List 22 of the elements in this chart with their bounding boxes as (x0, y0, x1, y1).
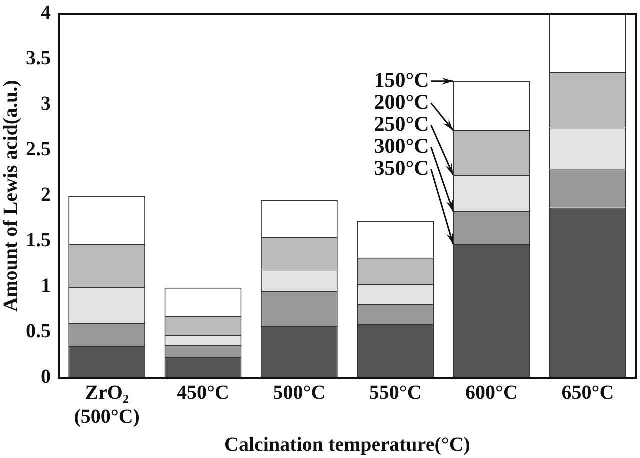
y-tick-label: 3.5 (26, 48, 51, 70)
y-tick-label: 1.5 (26, 230, 51, 252)
x-tick-label: 500°C (273, 382, 326, 404)
x-tick-label: 650°C (562, 382, 614, 404)
y-axis-title: Amount of Lewis acid(a.u.) (0, 80, 22, 312)
series-label: 150°C (374, 68, 430, 92)
x-tick-label: ZrO₂ (500°C) (74, 382, 140, 428)
x-axis-title: Calcination temperature(°C) (224, 434, 470, 456)
text: 350°C (374, 156, 430, 180)
x-tick-label: 550°C (369, 382, 422, 404)
y-tick-label: 0.5 (26, 320, 51, 343)
x-tick-label: 600°C (466, 382, 518, 404)
text: 250°C (374, 112, 430, 136)
x-tick-label: 450°C (177, 382, 230, 404)
y-tick-label: 2.5 (26, 138, 51, 161)
y-tick-label: 0 (41, 366, 51, 388)
y-tick-label: 1 (41, 275, 51, 298)
y-tick-label: 3 (41, 93, 51, 116)
text: 300°C (374, 134, 430, 158)
y-tick-label: 4 (41, 2, 51, 24)
y-tick-label: 2 (41, 184, 51, 206)
series-label: 200°C (374, 90, 430, 114)
